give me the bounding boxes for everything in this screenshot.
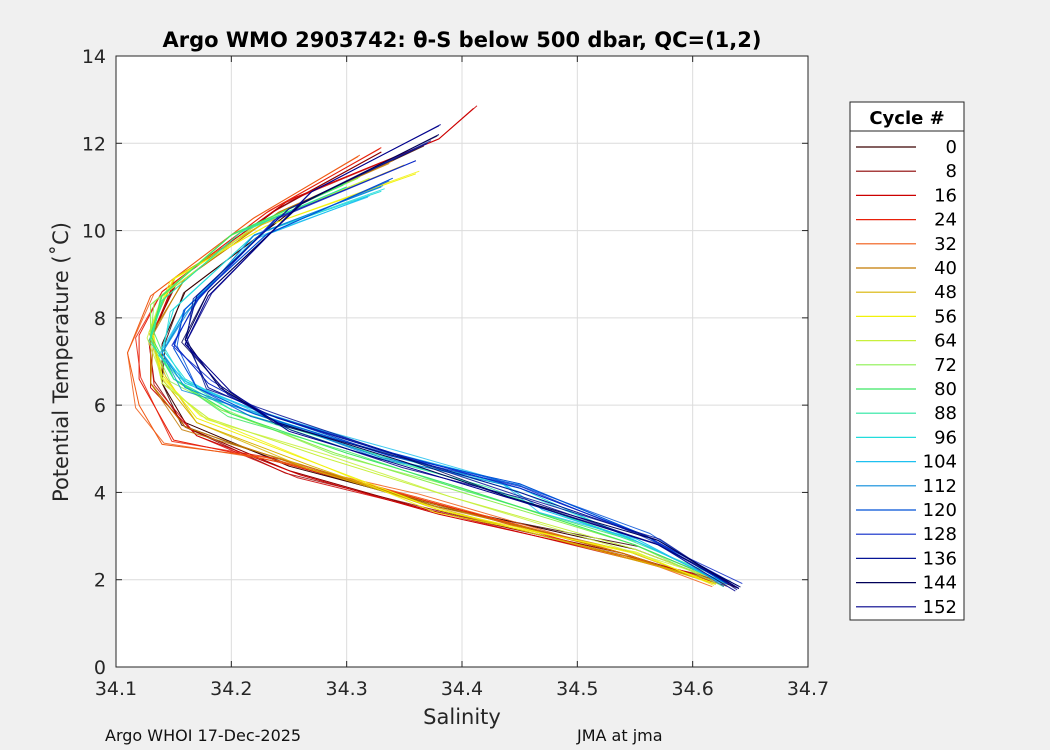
legend-label: 144: [923, 573, 957, 594]
y-tick-label: 6: [94, 395, 106, 417]
legend-label: 32: [934, 234, 957, 255]
series-line-32-repeat: [127, 154, 713, 588]
series-line-64-repeat: [146, 179, 730, 584]
legend-label: 0: [946, 137, 957, 158]
y-tick-label: 4: [94, 482, 106, 504]
series-line-16-repeat: [148, 105, 731, 582]
x-axis-label: Salinity: [423, 705, 501, 729]
chart-title: Argo WMO 2903742: θ-S below 500 dbar, QC…: [163, 28, 762, 52]
legend-label: 128: [923, 524, 957, 545]
legend-label: 80: [934, 379, 957, 400]
x-tick-label: 34.7: [787, 678, 829, 700]
legend-label: 112: [923, 476, 957, 497]
series-line-120-repeat: [176, 180, 728, 585]
legend-label: 136: [923, 548, 957, 569]
legend-label: 88: [934, 403, 957, 424]
legend-label: 24: [934, 210, 957, 231]
legend-label: 48: [934, 282, 957, 303]
y-axis-label: Potential Temperature (˚C): [49, 222, 73, 502]
series-line-80-repeat: [153, 184, 728, 585]
x-tick-label: 34.4: [441, 678, 483, 700]
series-line-104-repeat: [158, 196, 726, 586]
x-tick-label: 34.1: [95, 678, 137, 700]
legend-label: 8: [946, 161, 957, 182]
legend-label: 64: [934, 331, 957, 352]
x-tick-label: 34.2: [210, 678, 252, 700]
y-ticks: 0 2 4 6 8 10 12 14: [82, 46, 808, 679]
y-tick-label: 10: [82, 221, 106, 243]
series-line-152-repeat: [184, 124, 736, 592]
series-line-16: [150, 108, 728, 585]
legend-label: 120: [923, 500, 957, 521]
legend-label: 40: [934, 258, 957, 279]
y-tick-label: 8: [94, 308, 106, 330]
series-line-96-repeat: [163, 188, 726, 586]
y-tick-label: 12: [82, 133, 106, 155]
legend-title: Cycle #: [869, 108, 944, 129]
x-tick-label: 34.3: [326, 678, 368, 700]
legend-label: 72: [934, 355, 957, 376]
legend-label: 152: [923, 597, 957, 618]
y-tick-label: 14: [82, 46, 106, 68]
legend: Cycle # 0 8 16 24 32 40 48 56 64 72 80 88 96 104 112 12…: [849, 101, 965, 621]
legend-entries: 0 8 16 24 32 40 48 56 64 72 80 88 96 104 112 120 128 136 1…: [856, 137, 957, 618]
series-group: [127, 105, 743, 592]
y-tick-label: 2: [94, 570, 106, 592]
legend-label: 96: [934, 427, 957, 448]
legend-label: 56: [934, 306, 957, 327]
y-tick-label: 0: [94, 657, 106, 679]
x-ticks: 34.1 34.2 34.3 34.4 34.5 34.6 34.7: [95, 56, 829, 700]
footer-left: Argo WHOI 17-Dec-2025: [105, 726, 302, 745]
series-line-144-repeat: [181, 135, 741, 588]
footer-right: JMA at jma: [577, 726, 663, 745]
legend-label: 104: [923, 452, 957, 473]
x-tick-label: 34.6: [672, 678, 714, 700]
legend-label: 16: [934, 185, 957, 206]
x-tick-label: 34.5: [556, 678, 598, 700]
